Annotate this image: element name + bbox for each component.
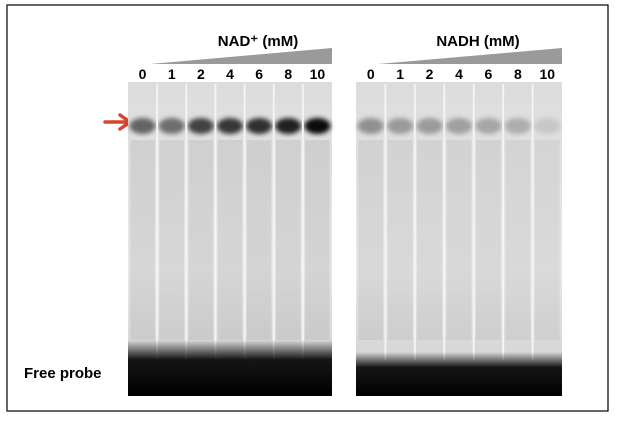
gel bbox=[356, 82, 562, 396]
lane-label: 4 bbox=[226, 66, 234, 82]
lane-smear bbox=[534, 140, 560, 340]
panel-title: NAD⁺ (mM) bbox=[218, 33, 298, 50]
shifted-band bbox=[357, 118, 384, 134]
lane-smear bbox=[417, 140, 442, 340]
gradient-triangle bbox=[150, 48, 332, 64]
lane-smear bbox=[476, 140, 501, 340]
lane-label: 8 bbox=[514, 66, 522, 82]
lane-label: 1 bbox=[168, 66, 176, 82]
lane-smear bbox=[246, 140, 272, 340]
lane-smear bbox=[159, 140, 184, 340]
shifted-band bbox=[475, 118, 502, 134]
lane-smear bbox=[217, 140, 243, 340]
shifted-band bbox=[416, 118, 443, 134]
shifted-band bbox=[158, 118, 185, 134]
lane-label: 10 bbox=[539, 66, 555, 82]
shifted-band bbox=[129, 118, 156, 134]
lane-smear bbox=[505, 140, 531, 340]
lane-smear bbox=[276, 140, 301, 340]
shifted-band bbox=[246, 118, 273, 134]
lane-label: 6 bbox=[255, 66, 263, 82]
lane-label: 1 bbox=[396, 66, 404, 82]
lane-smear bbox=[387, 140, 413, 340]
lane-smear bbox=[305, 140, 330, 340]
shifted-band bbox=[275, 118, 302, 134]
lane-smear bbox=[130, 140, 155, 340]
panel-title: NADH (mM) bbox=[436, 33, 519, 50]
lane-label: 4 bbox=[455, 66, 463, 82]
lane-label: 2 bbox=[197, 66, 205, 82]
frame bbox=[6, 4, 609, 412]
shifted-band bbox=[534, 118, 561, 134]
lane-label: 10 bbox=[310, 66, 326, 82]
band-arrow bbox=[103, 113, 134, 131]
lane-label: 8 bbox=[284, 66, 292, 82]
free-probe-label: Free probe bbox=[24, 365, 102, 382]
lane-smear bbox=[446, 140, 472, 340]
shifted-band bbox=[216, 118, 244, 134]
lane-smear bbox=[188, 140, 214, 340]
lane-smear bbox=[358, 140, 384, 340]
lane-label: 0 bbox=[139, 66, 147, 82]
shifted-band bbox=[304, 118, 331, 134]
shifted-band bbox=[504, 118, 532, 134]
lane-label: 2 bbox=[426, 66, 434, 82]
lane-label: 0 bbox=[367, 66, 375, 82]
gradient-triangle bbox=[378, 48, 562, 64]
free-probe bbox=[128, 340, 332, 396]
shifted-band bbox=[187, 118, 214, 134]
free-probe bbox=[356, 352, 562, 396]
shifted-band bbox=[386, 118, 414, 134]
shifted-band bbox=[445, 118, 473, 134]
lane-label: 6 bbox=[485, 66, 493, 82]
